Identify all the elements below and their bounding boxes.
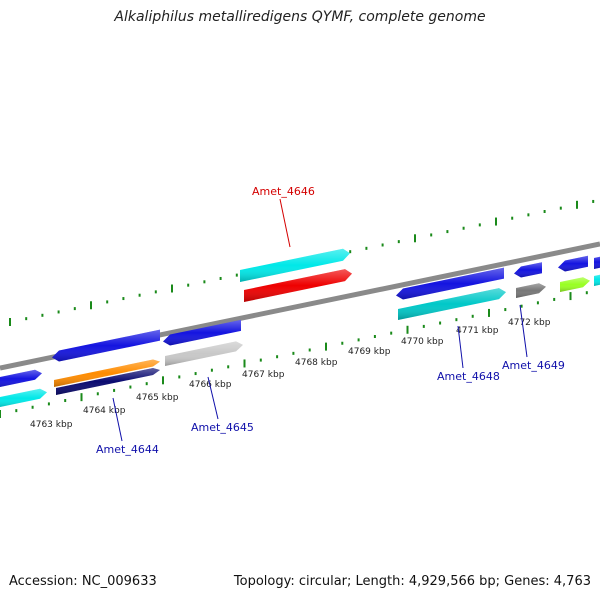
gene-arrow-shading (594, 256, 600, 269)
gene-label-leader (457, 325, 464, 369)
gene-arrow-shading (594, 274, 600, 286)
gene-arrow-shading (396, 267, 504, 300)
gene-arrow-shading (56, 367, 160, 395)
gene-arrow-shading (0, 388, 47, 407)
scale-tick-label: 4763 kbp (30, 420, 73, 430)
gene-label-leader (519, 304, 528, 358)
scale-tick-label: 4767 kbp (242, 370, 285, 380)
gene-label[interactable]: Amet_4645 (191, 421, 254, 434)
gene-arrow-shading (398, 288, 506, 320)
gene-labels: Amet_4646 Amet_4644 Amet_4645 Amet_4648Amet… (96, 185, 565, 456)
gene-arrow-shading (54, 359, 160, 387)
gene-label[interactable]: Amet_4644 (96, 443, 159, 456)
gene-label-leader (279, 198, 291, 248)
accession-text: Accession: NC_009633 (9, 574, 157, 589)
scale-tick-label: 4772 kbp (508, 318, 551, 328)
scale-tick-label: 4765 kbp (136, 393, 179, 403)
scale-tick-label: 4769 kbp (348, 347, 391, 357)
gene-label-leader (207, 376, 219, 420)
gene-arrow-shading (165, 341, 243, 366)
gene-arrow-shading (52, 329, 160, 362)
gene-arrow-shading (240, 248, 350, 282)
gene-label[interactable]: Amet_4646 (252, 185, 315, 198)
gene-features (0, 248, 600, 407)
gene-label[interactable]: Amet_4649 (502, 359, 565, 372)
gene-label[interactable]: Amet_4648 (437, 370, 500, 383)
gene-arrow-shading (0, 369, 42, 387)
topology-text: Topology: circular; Length: 4,929,566 bp… (233, 574, 591, 589)
gene-arrow-shading (163, 319, 241, 346)
gene-label-leader (112, 397, 123, 442)
inner-tick-ring (0, 291, 588, 418)
map-title: Alkaliphilus metalliredigens QYMF, compl… (114, 9, 486, 25)
gene-arrow-shading (516, 283, 546, 298)
scale-tick-label: 4771 kbp (456, 326, 499, 336)
gene-arrow-shading (560, 277, 590, 292)
scale-tick-label: 4764 kbp (83, 406, 126, 416)
gene-arrow-shading (244, 269, 352, 302)
gene-arrow-shading (514, 262, 542, 278)
scale-tick-label: 4770 kbp (401, 337, 444, 347)
gene-arrow-shading (558, 255, 588, 272)
scale-tick-label: 4768 kbp (295, 358, 338, 368)
